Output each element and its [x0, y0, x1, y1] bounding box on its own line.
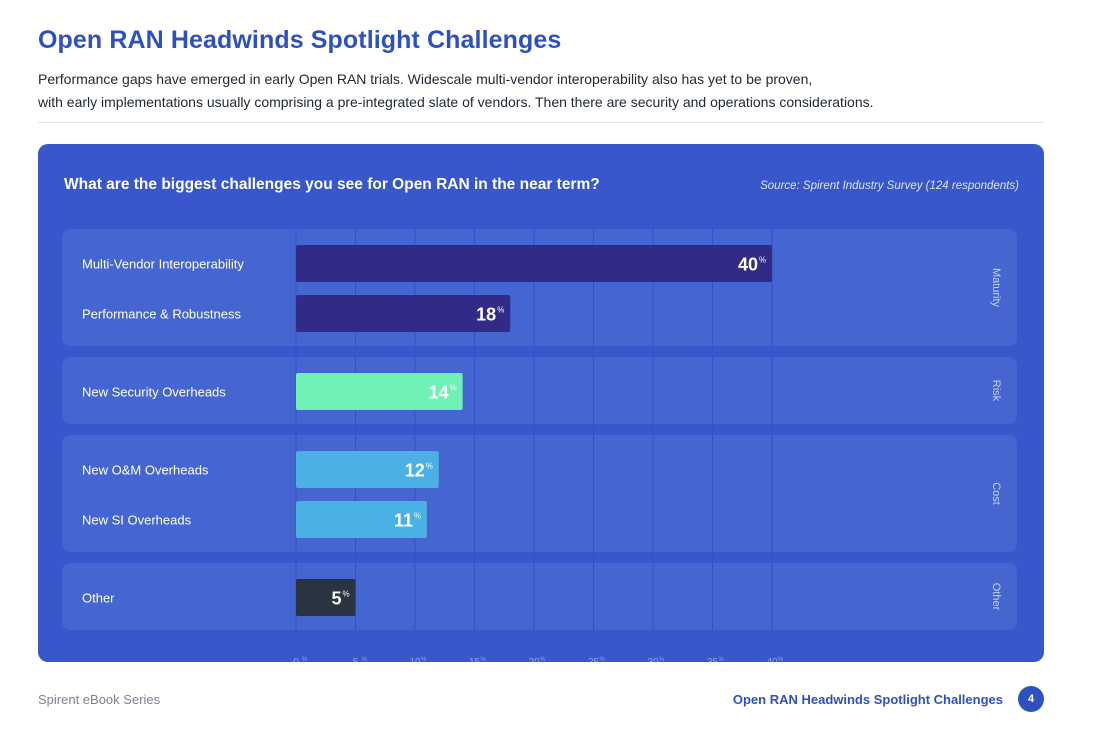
tick-label-unit: % [719, 657, 725, 662]
bar [296, 451, 439, 488]
page-title: Open RAN Headwinds Spotlight Challenges [38, 26, 562, 54]
tick-label-unit: % [600, 657, 606, 662]
chart-title: What are the biggest challenges you see … [64, 176, 600, 193]
data-label: 40 [738, 255, 758, 275]
intro-paragraph: Performance gaps have emerged in early O… [38, 68, 1038, 114]
data-label-unit: % [759, 256, 766, 265]
chart-source: Source: Spirent Industry Survey (124 res… [760, 180, 1019, 192]
tick-label: 5 [353, 657, 359, 662]
intro-line-2: with early implementations usually compr… [38, 94, 874, 110]
tick-label-unit: % [362, 657, 368, 662]
data-label-unit: % [426, 462, 433, 471]
tick-label: 20 [528, 657, 540, 662]
bar [296, 245, 772, 282]
category-label: Other [82, 591, 115, 606]
bar [296, 579, 356, 616]
tick-label-unit: % [778, 657, 784, 662]
footer-title: Open RAN Headwinds Spotlight Challenges [732, 692, 1003, 707]
data-label-unit: % [450, 384, 457, 393]
tick-label: 10 [409, 657, 421, 662]
category-label: New O&M Overheads [82, 463, 209, 478]
category-label: Multi-Vendor Interoperability [82, 257, 244, 272]
bar [296, 295, 511, 332]
category-label: Performance & Robustness [82, 307, 241, 322]
data-label-unit: % [497, 306, 504, 315]
data-label-unit: % [343, 590, 350, 599]
group-label: Maturity [990, 268, 1002, 308]
category-label: New Security Overheads [82, 385, 226, 400]
data-label: 5 [331, 589, 341, 609]
data-label: 11 [394, 511, 413, 531]
tick-label: 40 [766, 657, 778, 662]
tick-label: 30 [647, 657, 659, 662]
page-number: 4 [1018, 686, 1044, 712]
data-label: 14 [429, 383, 449, 403]
group-label: Risk [990, 380, 1002, 402]
bar-chart: Multi-Vendor Interoperability 40 % Performa… [62, 229, 1017, 662]
category-label: New SI Overheads [82, 513, 192, 528]
data-label: 18 [476, 305, 496, 325]
group-label: Cost [990, 482, 1002, 505]
intro-line-1: Performance gaps have emerged in early O… [38, 71, 813, 87]
group-label: Other [990, 583, 1002, 611]
data-label-unit: % [414, 512, 421, 521]
group-panel-other [62, 563, 1017, 630]
group-panel-cost [62, 435, 1017, 552]
tick-label-unit: % [302, 657, 308, 662]
tick-label: 15 [469, 657, 481, 662]
footer-series: Spirent eBook Series [38, 692, 161, 707]
tick-label-unit: % [421, 657, 427, 662]
bar [296, 501, 427, 538]
tick-label-unit: % [481, 657, 487, 662]
tick-label: 35 [707, 657, 719, 662]
tick-label-unit: % [659, 657, 665, 662]
tick-label: 0 [293, 657, 299, 662]
divider [38, 122, 1044, 123]
tick-label-unit: % [540, 657, 546, 662]
tick-label: 25 [588, 657, 600, 662]
bar [296, 373, 463, 410]
chart-card: Multi-Vendor Interoperability 40% Performa… [38, 144, 1044, 662]
data-label: 12 [405, 461, 425, 481]
